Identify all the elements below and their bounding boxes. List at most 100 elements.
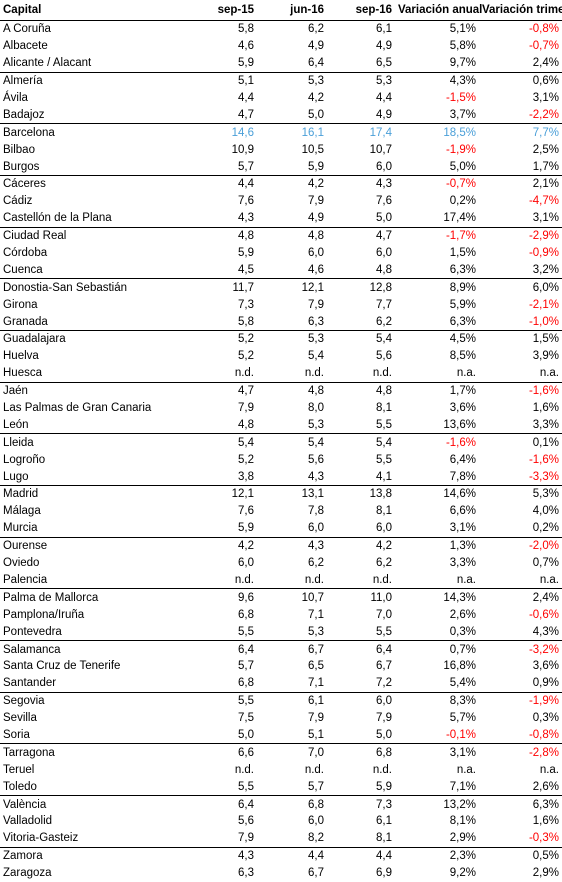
variacion-anual-cell: 8,9% xyxy=(449,281,476,294)
header-sep-15: sep-15 xyxy=(187,0,257,21)
sep-16-cell: 7,9 xyxy=(376,712,392,725)
sep-16-cell: 8,1 xyxy=(376,505,392,518)
variacion-anual-cell: 7,8% xyxy=(395,468,479,487)
variacion-anual-cell: 14,6% xyxy=(443,488,476,501)
variacion-anual-cell: 3,1% xyxy=(395,519,479,538)
sep-16-cell: 7,0 xyxy=(376,608,392,621)
jun-16-cell: 5,0 xyxy=(257,106,327,125)
capital-cell: Palencia xyxy=(0,571,187,590)
sep-16-cell: 4,1 xyxy=(327,468,395,487)
jun-16-cell: 4,8 xyxy=(308,230,324,243)
table-row: Toledo 5,5 5,7 5,9 7,1% 2,6% xyxy=(0,778,562,797)
sep-15-cell: n.d. xyxy=(187,364,257,383)
variacion-trimestral-cell: 2,6% xyxy=(479,778,562,797)
variacion-trimestral-cell: 4,3% xyxy=(479,623,562,642)
variacion-anual-cell: 2,9% xyxy=(395,829,479,848)
capital-cell: Alicante / Alacant xyxy=(0,54,187,73)
sep-16-cell: 6,0 xyxy=(376,247,392,260)
header-sep-16: sep-16 xyxy=(327,0,395,21)
variacion-trimestral-cell: 6,3% xyxy=(532,798,559,811)
table-row: Ávila 4,4 4,2 4,4 -1,5% 3,1% xyxy=(0,90,562,107)
variacion-anual-cell: 7,1% xyxy=(395,778,479,797)
capital-cell: León xyxy=(0,416,187,435)
jun-16-cell: 12,1 xyxy=(301,281,324,294)
sep-15-cell: 7,9 xyxy=(238,402,254,415)
sep-15-cell: 7,3 xyxy=(238,298,254,311)
variacion-anual-cell: 9,7% xyxy=(395,54,479,73)
variacion-trimestral-cell: -0,8% xyxy=(479,726,562,745)
capital-cell: Zamora xyxy=(3,850,43,863)
table-row: Huelva 5,2 5,4 5,6 8,5% 3,9% xyxy=(0,348,562,365)
table-row: Cáceres 4,4 4,2 4,3 -0,7% 2,1% xyxy=(0,176,562,193)
variacion-anual-cell: 2,3% xyxy=(449,850,476,863)
variacion-anual-cell: 5,7% xyxy=(449,712,476,725)
table-row: Palma de Mallorca 9,6 10,7 11,0 14,3% 2,4% xyxy=(0,589,562,606)
sep-16-cell: 8,1 xyxy=(327,829,395,848)
capital-cell: Donostia-San Sebastián xyxy=(3,281,128,294)
sep-15-cell: 4,4 xyxy=(238,178,254,191)
sep-15-cell: 5,5 xyxy=(187,778,257,797)
sep-16-cell: 5,5 xyxy=(327,623,395,642)
sep-16-cell: 6,0 xyxy=(327,158,395,177)
variacion-anual-cell: 6,6% xyxy=(449,505,476,518)
table-row: Oviedo 6,0 6,2 6,2 3,3% 0,7% xyxy=(0,555,562,572)
variacion-anual-cell: 8,1% xyxy=(449,815,476,828)
variacion-anual-cell: 5,8% xyxy=(449,40,476,53)
table-row: Castellón de la Plana 4,3 4,9 5,0 17,4% 3,1% xyxy=(0,209,562,228)
table-row: Ourense 4,2 4,3 4,2 1,3% -2,0% xyxy=(0,537,562,554)
variacion-anual-cell: 17,4% xyxy=(395,209,479,228)
variacion-trimestral-cell: 3,2% xyxy=(479,261,562,280)
variacion-trimestral-cell: -1,9% xyxy=(528,695,559,708)
variacion-anual-cell: -1,6% xyxy=(445,436,476,449)
jun-16-cell: 8,2 xyxy=(257,829,327,848)
sep-15-cell: 4,7 xyxy=(238,385,254,398)
jun-16-cell: 6,3 xyxy=(257,313,327,332)
variacion-anual-cell: 13,2% xyxy=(443,798,476,811)
capital-cell: Jaén xyxy=(3,385,28,398)
sep-16-cell: 6,4 xyxy=(376,643,392,656)
sep-16-cell: 6,1 xyxy=(376,23,392,36)
jun-16-cell: 6,2 xyxy=(308,23,324,36)
variacion-trimestral-cell: -2,2% xyxy=(479,106,562,125)
capital-cell: Las Palmas de Gran Canaria xyxy=(3,402,152,415)
sep-16-cell: 5,5 xyxy=(376,453,392,466)
sep-16-cell: 11,0 xyxy=(370,591,392,604)
table-row: Badajoz 4,7 5,0 4,9 3,7% -2,2% xyxy=(0,106,562,125)
sep-16-cell: 6,8 xyxy=(376,746,392,759)
sep-15-cell: 4,5 xyxy=(187,261,257,280)
capital-cell: Lleida xyxy=(3,436,34,449)
variacion-anual-cell: 6,3% xyxy=(395,261,479,280)
table-row: Donostia-San Sebastián 11,7 12,1 12,8 8,9% 6,… xyxy=(0,279,562,296)
table-row: Lleida 5,4 5,4 5,4 -1,6% 0,1% xyxy=(0,434,562,451)
variacion-trimestral-cell: 0,5% xyxy=(532,850,559,863)
jun-16-cell: 7,8 xyxy=(308,505,324,518)
variacion-trimestral-cell: -2,1% xyxy=(528,298,559,311)
sep-16-cell: 5,0 xyxy=(327,209,395,228)
jun-16-cell: 6,2 xyxy=(308,557,324,570)
sep-15-cell: 5,9 xyxy=(238,247,254,260)
table-row: Segovia 5,5 6,1 6,0 8,3% -1,9% xyxy=(0,692,562,709)
jun-16-cell: 6,1 xyxy=(308,695,324,708)
jun-16-cell: 4,6 xyxy=(257,261,327,280)
sep-15-cell: n.d. xyxy=(234,763,254,776)
table-row: Jaén 4,7 4,8 4,8 1,7% -1,6% xyxy=(0,382,562,399)
variacion-anual-cell: 0,7% xyxy=(449,643,476,656)
sep-16-cell: 6,7 xyxy=(376,660,392,673)
sep-15-cell: 6,0 xyxy=(238,557,254,570)
table-row: Valladolid 5,6 6,0 6,1 8,1% 1,6% xyxy=(0,813,562,830)
capital-cell: València xyxy=(3,798,47,811)
variacion-trimestral-cell: 0,1% xyxy=(532,436,559,449)
capital-cell: Tarragona xyxy=(3,746,55,759)
variacion-trimestral-cell: 1,7% xyxy=(479,158,562,177)
table-row: Burgos 5,7 5,9 6,0 5,0% 1,7% xyxy=(0,158,562,177)
capital-cell: Segovia xyxy=(3,695,45,708)
sep-15-cell: 5,9 xyxy=(187,519,257,538)
sep-15-cell: 5,1 xyxy=(238,75,254,88)
sep-15-cell: 4,3 xyxy=(187,209,257,228)
sep-15-cell: 5,8 xyxy=(187,313,257,332)
jun-16-cell: 7,1 xyxy=(257,674,327,693)
table-row: Guadalajara 5,2 5,3 5,4 4,5% 1,5% xyxy=(0,331,562,348)
variacion-trimestral-cell: 2,5% xyxy=(532,143,559,156)
table-header: Capital sep-15 jun-16 sep-16 Variación a… xyxy=(0,0,562,21)
table-row: León 4,8 5,3 5,5 13,6% 3,3% xyxy=(0,416,562,435)
